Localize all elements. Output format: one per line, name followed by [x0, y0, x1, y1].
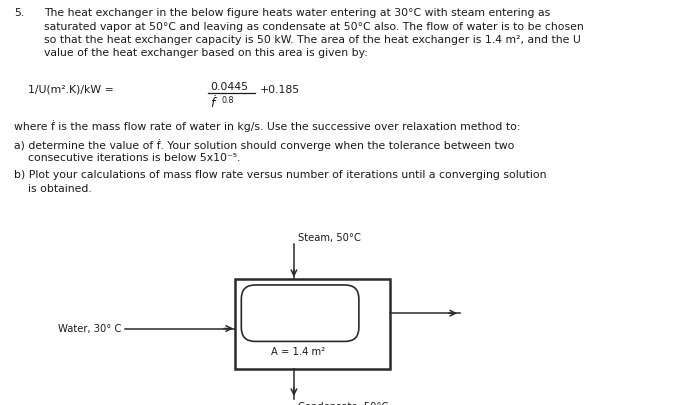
Text: ḟ: ḟ — [210, 97, 214, 110]
Text: The heat exchanger in the below figure heats water entering at 30°C with steam e: The heat exchanger in the below figure h… — [44, 8, 550, 18]
Text: 5.: 5. — [14, 8, 24, 18]
Text: A = 1.4 m²: A = 1.4 m² — [271, 346, 326, 356]
Text: 1/U(m².K)/kW =: 1/U(m².K)/kW = — [28, 85, 113, 95]
Bar — [235, 279, 390, 369]
FancyBboxPatch shape — [241, 285, 359, 341]
Text: value of the heat exchanger based on this area is given by:: value of the heat exchanger based on thi… — [44, 48, 368, 58]
Text: consecutive iterations is below 5x10⁻⁵.: consecutive iterations is below 5x10⁻⁵. — [28, 153, 240, 162]
Text: Water, 30° C: Water, 30° C — [57, 324, 121, 334]
Text: saturated vapor at 50°C and leaving as condensate at 50°C also. The flow of wate: saturated vapor at 50°C and leaving as c… — [44, 21, 584, 32]
Text: so that the heat exchanger capacity is 50 kW. The area of the heat exchanger is : so that the heat exchanger capacity is 5… — [44, 35, 581, 45]
Text: b) Plot your calculations of mass flow rate versus number of iterations until a : b) Plot your calculations of mass flow r… — [14, 170, 547, 180]
Text: +0.185: +0.185 — [260, 85, 300, 95]
Text: Steam, 50°C: Steam, 50°C — [298, 232, 360, 243]
Text: a) determine the value of ḟ. Your solution should converge when the tolerance be: a) determine the value of ḟ. Your soluti… — [14, 139, 514, 151]
Text: where ḟ is the mass flow rate of water in kg/s. Use the successive over relaxati: where ḟ is the mass flow rate of water i… — [14, 120, 521, 132]
Text: Condensate, 50°C: Condensate, 50°C — [298, 401, 388, 405]
Text: 0.8: 0.8 — [222, 96, 235, 105]
Text: is obtained.: is obtained. — [28, 183, 92, 194]
Text: 0.0445: 0.0445 — [210, 82, 248, 92]
